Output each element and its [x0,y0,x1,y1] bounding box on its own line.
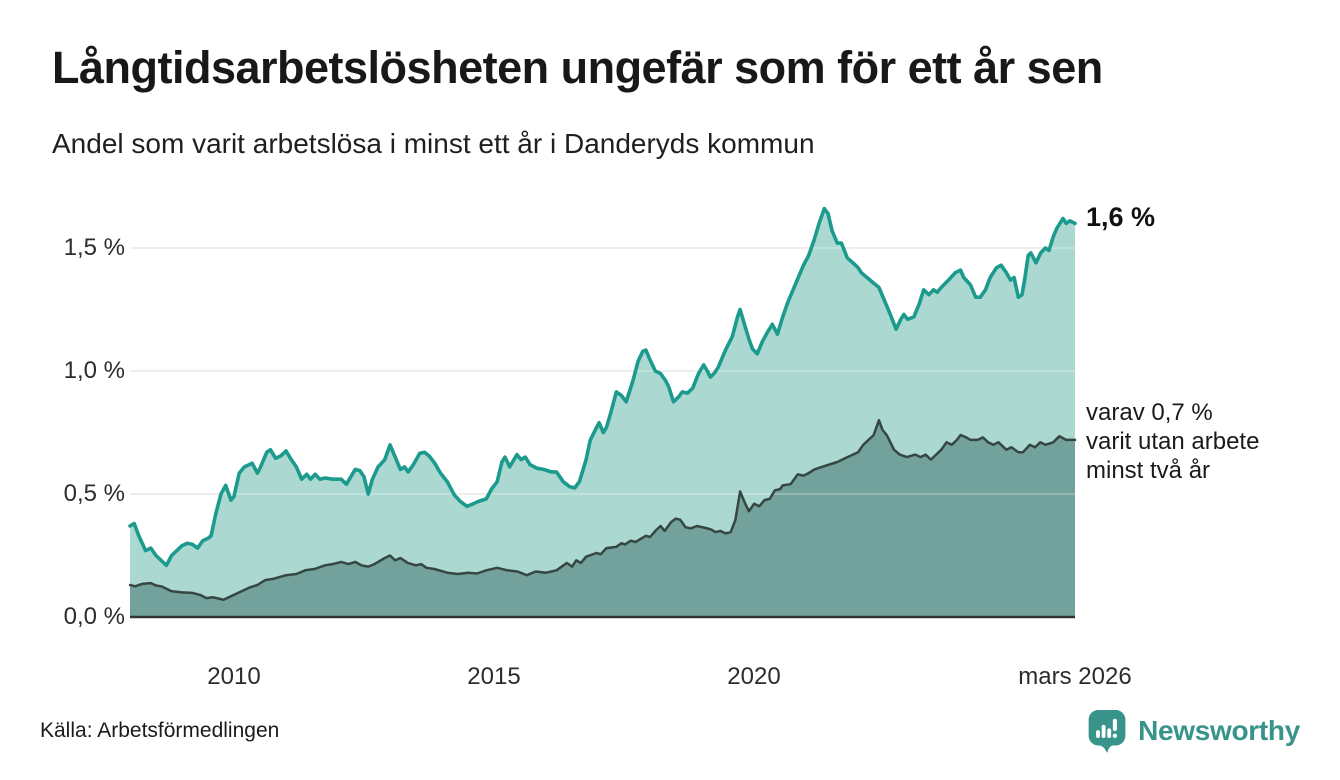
y-tick-0-5: 0,5 % [63,480,125,507]
x-tick-mars-2026: mars 2026 [1018,663,1132,690]
annotation-line-2: varit utan arbete [1086,428,1260,455]
y-tick-1-0: 1,0 % [63,357,125,384]
newsworthy-bubble-chart-icon [1086,708,1128,754]
newsworthy-logo: Newsworthy [1086,708,1300,754]
end-value-label: 1,6 % [1086,202,1156,232]
newsworthy-wordmark: Newsworthy [1138,715,1300,746]
x-tick-2015: 2015 [467,663,521,690]
area-fill-two-years [130,420,1075,617]
y-tick-1-5: 1,5 % [63,234,125,261]
y-tick-0-0: 0,0 % [63,603,125,630]
chart-subtitle: Andel som varit arbetslösa i minst ett å… [52,128,815,159]
annotation-line-1: varav 0,7 % [1086,399,1213,426]
annotation-line-3: minst två år [1086,457,1211,484]
line-one-year [128,206,1077,568]
page-title: Långtidsarbetslösheten ungefär som för e… [52,42,1103,93]
gridlines-overlay [130,247,1075,495]
secondary-series-annotation: varav 0,7 % varit utan arbete minst två … [1086,398,1259,485]
x-tick-2020: 2020 [727,663,781,690]
x-tick-2010: 2010 [207,663,261,690]
line-two-years [128,418,1077,602]
source-note: Källa: Arbetsförmedlingen [40,719,280,742]
